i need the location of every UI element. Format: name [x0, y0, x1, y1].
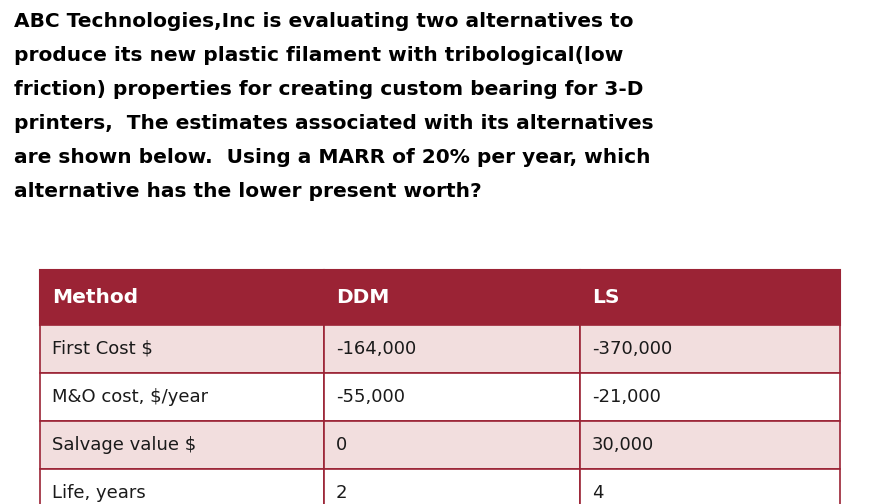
Bar: [40, 421, 324, 469]
Bar: [324, 325, 580, 373]
Text: Salvage value $: Salvage value $: [52, 436, 196, 454]
Text: 4: 4: [592, 484, 603, 502]
Text: ABC Technologies,Inc is evaluating two alternatives to: ABC Technologies,Inc is evaluating two a…: [14, 12, 633, 31]
Text: -21,000: -21,000: [592, 388, 661, 406]
Bar: [324, 421, 580, 469]
Text: First Cost $: First Cost $: [52, 340, 153, 358]
Text: alternative has the lower present worth?: alternative has the lower present worth?: [14, 182, 481, 201]
Text: 0: 0: [336, 436, 347, 454]
Bar: [324, 469, 580, 504]
Bar: [580, 421, 840, 469]
Bar: [324, 270, 580, 325]
Bar: [40, 325, 324, 373]
Bar: [580, 469, 840, 504]
Text: Life, years: Life, years: [52, 484, 146, 502]
Text: M&O cost, $/year: M&O cost, $/year: [52, 388, 208, 406]
Bar: [324, 373, 580, 421]
Text: 30,000: 30,000: [592, 436, 654, 454]
Bar: [40, 469, 324, 504]
Text: are shown below.  Using a MARR of 20% per year, which: are shown below. Using a MARR of 20% per…: [14, 148, 651, 167]
Text: friction) properties for creating custom bearing for 3-D: friction) properties for creating custom…: [14, 80, 644, 99]
Text: DDM: DDM: [336, 288, 390, 307]
Text: -55,000: -55,000: [336, 388, 405, 406]
Text: Method: Method: [52, 288, 138, 307]
Text: -370,000: -370,000: [592, 340, 672, 358]
Text: produce its new plastic filament with tribological(low: produce its new plastic filament with tr…: [14, 46, 623, 65]
Text: printers,  The estimates associated with its alternatives: printers, The estimates associated with …: [14, 114, 654, 133]
Text: LS: LS: [592, 288, 619, 307]
Bar: [40, 270, 324, 325]
Bar: [580, 325, 840, 373]
Bar: [580, 270, 840, 325]
Bar: [40, 373, 324, 421]
Text: -164,000: -164,000: [336, 340, 416, 358]
Text: 2: 2: [336, 484, 348, 502]
Bar: [580, 373, 840, 421]
